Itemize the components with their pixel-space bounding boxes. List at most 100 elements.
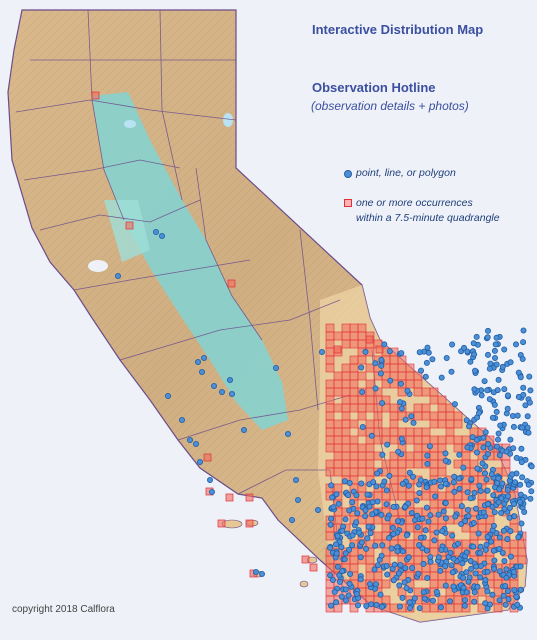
quadrangle-cell[interactable] (437, 595, 447, 605)
occurrence-point[interactable] (398, 405, 405, 412)
occurrence-point[interactable] (487, 360, 494, 367)
occurrence-point[interactable] (473, 333, 480, 340)
occurrence-point[interactable] (208, 488, 215, 495)
occurrence-point[interactable] (528, 463, 535, 470)
occurrence-point[interactable] (390, 577, 397, 584)
occurrence-point[interactable] (384, 571, 391, 578)
quadrangle-cell[interactable] (225, 493, 234, 502)
occurrence-point[interactable] (504, 536, 511, 543)
observation-hotline-link[interactable]: Observation Hotline (312, 80, 436, 95)
occurrence-point[interactable] (437, 483, 444, 490)
occurrence-point[interactable] (342, 516, 349, 523)
occurrence-point[interactable] (384, 515, 391, 522)
occurrence-point[interactable] (496, 597, 503, 604)
quadrangle-cell[interactable] (517, 539, 527, 549)
quadrangle-cell[interactable] (349, 459, 359, 469)
occurrence-point[interactable] (476, 482, 483, 489)
occurrence-point[interactable] (470, 543, 477, 550)
quadrangle-cell[interactable] (357, 395, 367, 405)
quadrangle-cell[interactable] (349, 395, 359, 405)
occurrence-point[interactable] (346, 546, 353, 553)
occurrence-point[interactable] (504, 486, 511, 493)
occurrence-point[interactable] (408, 413, 415, 420)
quadrangle-cell[interactable] (365, 395, 375, 405)
occurrence-point[interactable] (442, 499, 449, 506)
quadrangle-cell[interactable] (461, 451, 471, 461)
occurrence-point[interactable] (386, 348, 393, 355)
quadrangle-cell[interactable] (389, 355, 399, 365)
occurrence-point[interactable] (451, 488, 458, 495)
quadrangle-cell[interactable] (429, 499, 439, 509)
occurrence-point[interactable] (524, 424, 531, 431)
occurrence-point[interactable] (482, 429, 489, 436)
occurrence-point[interactable] (518, 459, 525, 466)
occurrence-point[interactable] (527, 495, 534, 502)
quadrangle-cell[interactable] (509, 579, 519, 589)
quadrangle-cell[interactable] (413, 451, 423, 461)
occurrence-point[interactable] (198, 368, 205, 375)
occurrence-point[interactable] (467, 495, 474, 502)
occurrence-point[interactable] (504, 493, 511, 500)
quadrangle-cell[interactable] (349, 467, 359, 477)
occurrence-point[interactable] (449, 341, 456, 348)
occurrence-point[interactable] (506, 504, 513, 511)
occurrence-point[interactable] (431, 537, 438, 544)
occurrence-point[interactable] (164, 392, 171, 399)
occurrence-point[interactable] (463, 549, 470, 556)
occurrence-point[interactable] (502, 601, 509, 608)
quadrangle-cell[interactable] (333, 443, 343, 453)
quadrangle-cell[interactable] (341, 411, 351, 421)
quadrangle-cell[interactable] (333, 435, 343, 445)
occurrence-point[interactable] (379, 542, 386, 549)
occurrence-point[interactable] (520, 339, 527, 346)
quadrangle-cell[interactable] (389, 603, 399, 613)
occurrence-point[interactable] (517, 586, 524, 593)
occurrence-point[interactable] (417, 367, 424, 374)
quadrangle-cell[interactable] (389, 483, 399, 493)
quadrangle-cell[interactable] (373, 435, 383, 445)
occurrence-point[interactable] (490, 547, 497, 554)
occurrence-point[interactable] (424, 460, 431, 467)
occurrence-point[interactable] (358, 539, 365, 546)
occurrence-point[interactable] (463, 569, 470, 576)
quadrangle-cell[interactable] (429, 387, 439, 397)
quadrangle-cell[interactable] (325, 427, 335, 437)
occurrence-point[interactable] (342, 586, 349, 593)
quadrangle-cell[interactable] (341, 403, 351, 413)
occurrence-point[interactable] (526, 399, 533, 406)
occurrence-point[interactable] (460, 574, 467, 581)
quadrangle-cell[interactable] (333, 345, 342, 354)
occurrence-point[interactable] (377, 370, 384, 377)
quadrangle-cell[interactable] (509, 523, 519, 533)
occurrence-point[interactable] (515, 534, 522, 541)
occurrence-point[interactable] (489, 591, 496, 598)
occurrence-point[interactable] (465, 578, 472, 585)
occurrence-point[interactable] (196, 458, 203, 465)
quadrangle-cell[interactable] (333, 451, 343, 461)
occurrence-point[interactable] (522, 402, 529, 409)
occurrence-point[interactable] (517, 498, 524, 505)
occurrence-point[interactable] (507, 553, 514, 560)
quadrangle-cell[interactable] (429, 419, 439, 429)
quadrangle-cell[interactable] (405, 459, 415, 469)
occurrence-point[interactable] (513, 593, 520, 600)
occurrence-point[interactable] (314, 506, 321, 513)
occurrence-point[interactable] (499, 549, 506, 556)
quadrangle-cell[interactable] (325, 435, 335, 445)
occurrence-point[interactable] (468, 476, 475, 483)
quadrangle-cell[interactable] (341, 419, 351, 429)
occurrence-point[interactable] (507, 528, 514, 535)
occurrence-point[interactable] (520, 327, 527, 334)
quadrangle-cell[interactable] (333, 603, 343, 613)
quadrangle-cell[interactable] (429, 571, 439, 581)
occurrence-point[interactable] (471, 598, 478, 605)
occurrence-point[interactable] (482, 600, 489, 607)
quadrangle-cell[interactable] (365, 571, 375, 581)
occurrence-point[interactable] (484, 588, 491, 595)
occurrence-point[interactable] (374, 470, 381, 477)
occurrence-point[interactable] (328, 602, 335, 609)
occurrence-point[interactable] (374, 562, 381, 569)
quadrangle-cell[interactable] (341, 331, 351, 341)
occurrence-point[interactable] (330, 504, 337, 511)
occurrence-point[interactable] (371, 566, 378, 573)
